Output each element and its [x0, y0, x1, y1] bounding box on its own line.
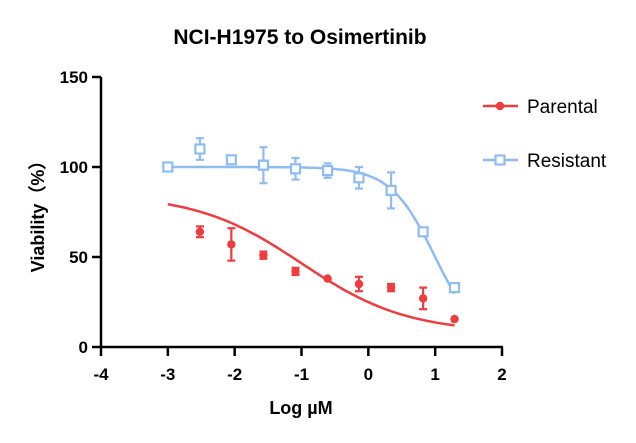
data-point [194, 143, 206, 155]
y-tick-label: 50 [69, 248, 88, 267]
chart-title: NCI-H1975 to Osimertinib [173, 26, 426, 49]
fit-curve-resistant [167, 165, 456, 295]
x-tick-label: -1 [294, 365, 309, 384]
data-point [259, 251, 268, 260]
data-point [417, 226, 429, 238]
data-point [291, 267, 300, 276]
data-point [353, 172, 365, 184]
legend-label: Resistant [527, 151, 607, 172]
data-point [227, 240, 236, 249]
y-axis-label: Viability（%） [28, 152, 48, 273]
legend-label: Parental [527, 97, 598, 118]
data-point [323, 274, 332, 283]
x-tick-label: 0 [364, 365, 373, 384]
legend-marker [495, 101, 505, 111]
data-point [450, 314, 459, 324]
data-point [225, 154, 237, 166]
legend-marker [494, 154, 506, 166]
data-point [448, 282, 461, 294]
x-tick-label: 1 [430, 365, 439, 384]
data-point [385, 184, 397, 196]
fit-curve-parental [167, 202, 455, 327]
x-axis-label: Log µM [269, 398, 332, 418]
data-point [386, 283, 396, 292]
y-tick-label: 100 [60, 158, 88, 177]
y-tick-label: 150 [60, 68, 88, 87]
x-tick-label: -2 [227, 365, 242, 384]
data-point [257, 159, 270, 171]
data-point [321, 165, 334, 177]
data-point [418, 294, 428, 303]
data-point [289, 163, 302, 175]
x-tick-label: -4 [93, 365, 109, 384]
y-tick-label: 0 [79, 338, 88, 357]
x-tick-label: 2 [497, 365, 506, 384]
data-point [354, 279, 364, 289]
x-tick-label: -3 [160, 365, 175, 384]
data-point [162, 161, 174, 173]
data-point [195, 227, 205, 236]
